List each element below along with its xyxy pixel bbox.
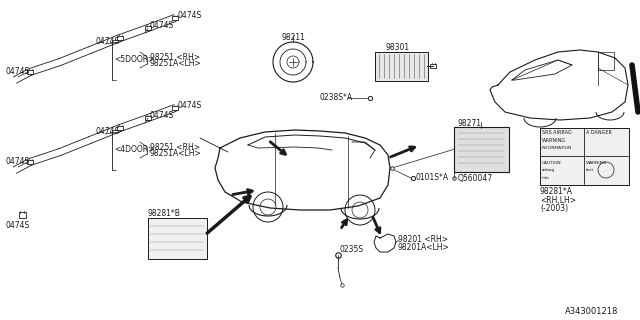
Text: <4DOOR>: <4DOOR> xyxy=(114,146,154,155)
Text: 0474S: 0474S xyxy=(5,68,29,76)
FancyBboxPatch shape xyxy=(117,36,123,40)
Text: 98301: 98301 xyxy=(385,44,409,52)
Bar xyxy=(598,52,614,70)
Text: 98271: 98271 xyxy=(458,119,482,129)
Text: 0474S: 0474S xyxy=(178,12,202,20)
Text: 0235S: 0235S xyxy=(340,245,364,254)
FancyBboxPatch shape xyxy=(27,70,33,74)
Text: A DANGER: A DANGER xyxy=(586,131,612,135)
Text: 0474S: 0474S xyxy=(95,127,119,137)
Text: 0474S: 0474S xyxy=(150,20,174,29)
FancyBboxPatch shape xyxy=(430,64,436,68)
Text: 98251 <RH>: 98251 <RH> xyxy=(150,142,200,151)
Text: 0101S*A: 0101S*A xyxy=(415,173,448,182)
FancyBboxPatch shape xyxy=(540,127,628,185)
Text: 0238S*A: 0238S*A xyxy=(320,93,353,102)
FancyBboxPatch shape xyxy=(27,160,33,164)
Text: 0474S: 0474S xyxy=(150,110,174,119)
Text: 98281*B: 98281*B xyxy=(148,209,181,218)
Text: 0474S: 0474S xyxy=(178,101,202,110)
Text: 0474S: 0474S xyxy=(5,157,29,166)
Text: 98201A<LH>: 98201A<LH> xyxy=(398,244,450,252)
Text: <RH,LH>: <RH,LH> xyxy=(540,196,576,204)
Text: CAUTION: CAUTION xyxy=(542,161,562,165)
Text: WARNING: WARNING xyxy=(586,161,607,165)
FancyBboxPatch shape xyxy=(454,126,509,172)
Text: INFORMATION: INFORMATION xyxy=(542,146,572,150)
Text: airbag: airbag xyxy=(542,168,555,172)
FancyBboxPatch shape xyxy=(145,26,151,30)
Text: 0474S: 0474S xyxy=(95,37,119,46)
Text: WARNING: WARNING xyxy=(542,139,566,143)
FancyBboxPatch shape xyxy=(147,218,207,259)
Text: A343001218: A343001218 xyxy=(565,308,618,316)
FancyBboxPatch shape xyxy=(374,52,428,81)
Text: 98211: 98211 xyxy=(281,34,305,43)
Text: SRS AIRBAG: SRS AIRBAG xyxy=(542,131,572,135)
FancyBboxPatch shape xyxy=(172,16,178,20)
Text: Q560047: Q560047 xyxy=(458,173,493,182)
Text: info: info xyxy=(542,176,550,180)
Text: 98201 <RH>: 98201 <RH> xyxy=(398,236,448,244)
Text: (-2003): (-2003) xyxy=(540,204,568,212)
FancyBboxPatch shape xyxy=(145,116,151,120)
FancyBboxPatch shape xyxy=(117,126,123,130)
Text: <5DOOR>: <5DOOR> xyxy=(114,55,154,65)
FancyBboxPatch shape xyxy=(19,212,26,218)
Text: 98251A<LH>: 98251A<LH> xyxy=(150,149,202,158)
Text: 98251A<LH>: 98251A<LH> xyxy=(150,60,202,68)
Text: 98281*A: 98281*A xyxy=(540,188,573,196)
Text: 98251 <RH>: 98251 <RH> xyxy=(150,52,200,61)
Text: text: text xyxy=(586,168,594,172)
Text: 0474S: 0474S xyxy=(5,220,29,229)
FancyBboxPatch shape xyxy=(172,106,178,110)
